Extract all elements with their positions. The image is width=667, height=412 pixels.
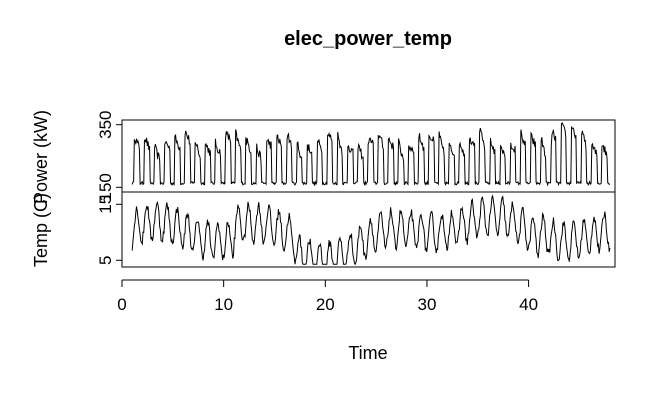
x-axis-label: Time xyxy=(348,343,387,363)
x-axis: 0 10 20 30 40 xyxy=(117,279,538,314)
temp-y-tick-label: 15 xyxy=(96,195,115,214)
x-tick-label: 40 xyxy=(519,295,538,314)
chart-title: elec_power_temp xyxy=(284,28,452,50)
temp-series-line xyxy=(131,194,611,266)
x-tick-label: 20 xyxy=(316,295,335,314)
temp-y-tick-label: 5 xyxy=(96,256,115,265)
temp-y-axis-label: Temp (C) xyxy=(31,193,51,267)
power-y-axis-label: Power (kW) xyxy=(31,110,51,204)
power-panel: 150 350 xyxy=(96,111,616,201)
x-tick-label: 10 xyxy=(214,295,233,314)
y-axis-labels: Power (kW) Temp (C) xyxy=(31,110,51,267)
temp-panel-frame xyxy=(121,191,616,268)
power-series-line xyxy=(131,122,611,187)
x-tick-label: 30 xyxy=(417,295,436,314)
power-y-tick-label: 350 xyxy=(96,111,115,139)
power-y-ticks: 150 350 xyxy=(96,111,122,201)
x-tick-label: 0 xyxy=(117,295,126,314)
temp-y-ticks: 5 15 xyxy=(96,195,122,265)
temp-panel: 5 15 xyxy=(96,191,616,268)
power-y-tick-label: 150 xyxy=(96,173,115,201)
